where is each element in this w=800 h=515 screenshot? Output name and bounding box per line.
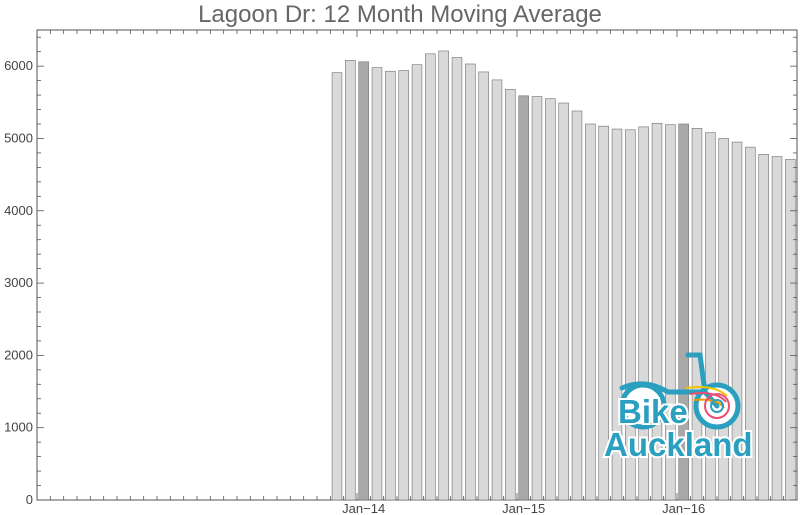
bar-Mar-14	[385, 70, 396, 501]
bar-Apr-14	[398, 70, 409, 501]
bar-Aug-15	[611, 128, 623, 501]
bar-Jan-14	[358, 61, 369, 501]
logo-text-auckland: Auckland	[604, 426, 753, 463]
x-axis: Jan−14 Jan−15 Jan−16	[36, 30, 798, 515]
bar-May-16	[731, 141, 743, 501]
y-tick-label: 5000	[4, 130, 33, 145]
y-tick-label: 3000	[4, 275, 33, 290]
y-tick-label: 1000	[4, 420, 33, 435]
bar-Feb-14	[371, 67, 383, 501]
bar-Feb-15	[531, 96, 543, 501]
y-tick-label: 2000	[4, 347, 33, 362]
y-tick-label: 0	[26, 492, 33, 507]
bar-Mar-15	[545, 98, 556, 501]
bar-Oct-15	[638, 126, 649, 501]
x-tick-label: Jan−14	[342, 501, 385, 515]
bar-Jul-15	[598, 125, 609, 501]
bar-Aug-16	[771, 156, 783, 501]
bar-Aug-14	[451, 57, 463, 501]
bar-Nov-13	[331, 72, 343, 501]
logo-swirl	[685, 386, 730, 419]
bar-Jun-15	[585, 123, 596, 501]
bars-group	[331, 50, 796, 501]
bike-auckland-logo: Bike Auckland	[602, 352, 755, 465]
bar-Sep-14	[465, 63, 476, 501]
chart-title: Lagoon Dr: 12 Month Moving Average	[198, 1, 602, 28]
bar-Jan-15	[518, 95, 529, 501]
bar-Dec-14	[505, 88, 516, 501]
bar-Jun-16	[745, 146, 756, 501]
x-tick-label: Jan−15	[502, 501, 545, 515]
bar-Apr-15	[558, 102, 569, 501]
y-tick-label: 4000	[4, 203, 33, 218]
y-axis: 0 1000 2000 3000 4000 5000 6000	[4, 36, 797, 507]
bar-Nov-14	[491, 79, 503, 501]
bicycle-icon	[619, 352, 741, 430]
bar-Feb-16	[691, 128, 703, 501]
bar-May-15	[571, 110, 583, 501]
bar-Jul-14	[438, 50, 449, 501]
bar-Apr-16	[718, 138, 729, 501]
bar-Jun-14	[425, 53, 436, 501]
bar-May-14	[411, 64, 423, 501]
x-tick-label: Jan−16	[662, 501, 705, 515]
bar-Dec-15	[665, 124, 676, 501]
bar-Oct-14	[478, 71, 489, 501]
bar-Sep-15	[625, 129, 636, 501]
bar-Jul-16	[758, 154, 769, 501]
bar-Jan-16	[678, 123, 689, 501]
bar-Dec-13	[345, 60, 356, 501]
y-tick-label: 6000	[4, 58, 33, 73]
bar-Nov-15	[651, 122, 663, 501]
bar-Mar-16	[705, 132, 716, 501]
logo-text-bike: Bike	[618, 393, 688, 430]
